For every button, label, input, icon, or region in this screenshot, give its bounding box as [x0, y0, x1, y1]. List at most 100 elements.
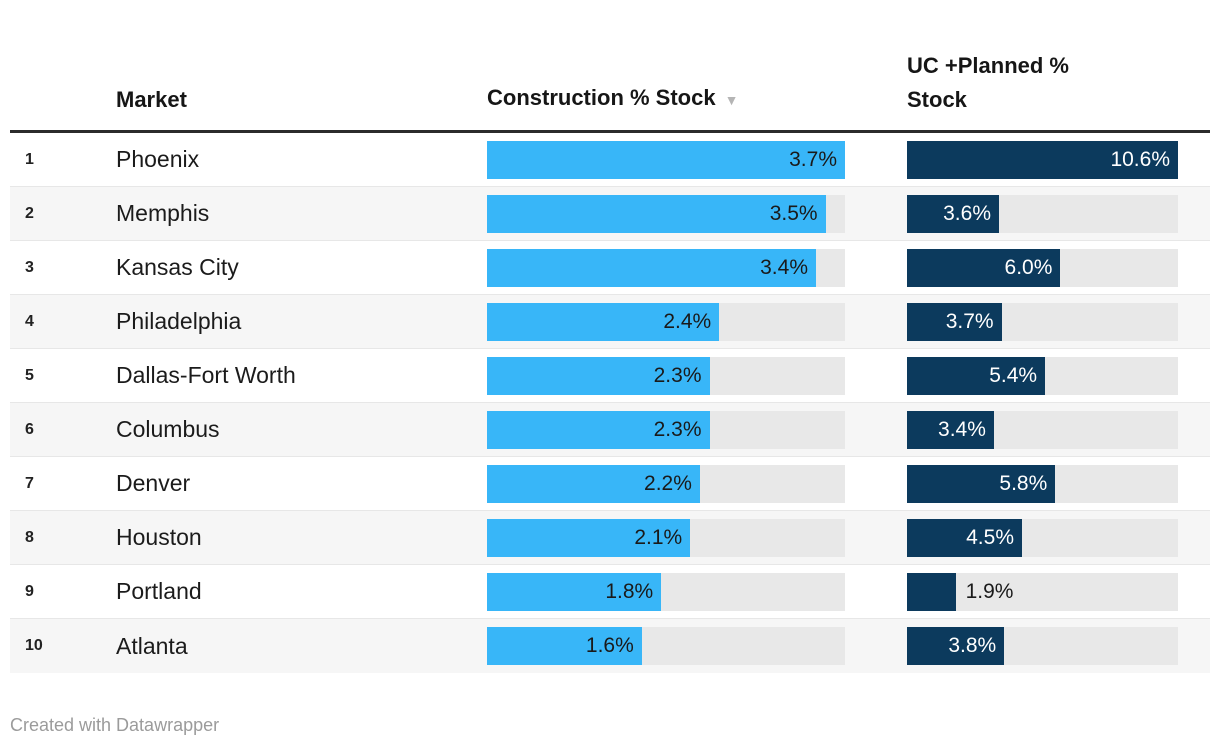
- construction-bar: 1.6%: [487, 627, 642, 665]
- construction-bar-cell: 1.8%: [487, 572, 907, 611]
- construction-bar-value-label: 1.8%: [605, 579, 654, 603]
- table-row: 2 Memphis 3.5% 3.6%: [10, 187, 1210, 241]
- construction-bar-value-label: 2.1%: [634, 525, 683, 549]
- uc-planned-bar: 3.4%: [907, 410, 994, 449]
- rank-cell: 2: [25, 204, 34, 222]
- uc-planned-bar-track: 3.4%: [907, 410, 1178, 449]
- uc-planned-bar: 3.6%: [907, 194, 999, 233]
- uc-planned-bar-track: 5.8%: [907, 464, 1178, 503]
- uc-planned-bar-value-label: 4.5%: [966, 525, 1014, 549]
- construction-bar-track: 2.3%: [487, 356, 845, 395]
- uc-planned-bar-track: 3.6%: [907, 194, 1178, 233]
- uc-planned-bar-track: 1.9%: [907, 572, 1178, 611]
- table-row: 9 Portland 1.8% 1.9%: [10, 565, 1210, 619]
- uc-planned-bar-value-label: 5.8%: [999, 471, 1048, 495]
- rank-cell: 10: [25, 637, 43, 654]
- rank-cell: 7: [25, 474, 34, 492]
- construction-bar-cell: 2.4%: [487, 302, 907, 341]
- table-row: 8 Houston 2.1% 4.5%: [10, 511, 1210, 565]
- rank-cell: 3: [25, 258, 34, 276]
- market-cell: Houston: [116, 524, 202, 550]
- uc-planned-bar-value-label: 1.9%: [965, 579, 1014, 603]
- uc-planned-bar-cell: 6.0%: [907, 248, 1210, 287]
- uc-planned-bar-cell: 4.5%: [907, 518, 1210, 557]
- construction-bar-cell: 2.2%: [487, 464, 907, 503]
- table-header: Market Construction % Stock ▼ UC +Planned…: [10, 0, 1210, 133]
- uc-planned-bar: [907, 572, 956, 611]
- construction-bar-value-label: 2.2%: [644, 471, 692, 495]
- construction-bar-cell: 3.4%: [487, 248, 907, 287]
- construction-bar-cell: 2.3%: [487, 356, 907, 395]
- uc-planned-bar-track: 10.6%: [907, 140, 1178, 179]
- construction-bar-cell: 3.5%: [487, 194, 907, 233]
- market-cell: Columbus: [116, 416, 220, 442]
- rank-cell: 4: [25, 312, 34, 330]
- construction-bar-value-label: 3.4%: [760, 255, 808, 279]
- uc-planned-bar-track: 4.5%: [907, 518, 1178, 557]
- construction-bar-value-label: 1.6%: [585, 634, 634, 657]
- table-row: 6 Columbus 2.3% 3.4%: [10, 403, 1210, 457]
- construction-bar-track: 3.4%: [487, 248, 845, 287]
- table-row: 4 Philadelphia 2.4% 3.7%: [10, 295, 1210, 349]
- construction-bar-cell: 2.3%: [487, 410, 907, 449]
- market-cell: Dallas-Fort Worth: [116, 362, 296, 388]
- uc-planned-bar: 5.8%: [907, 464, 1056, 503]
- construction-bar-cell: 1.6%: [487, 627, 907, 665]
- uc-planned-bar: 3.8%: [907, 627, 1005, 665]
- construction-bar: 2.1%: [487, 518, 691, 557]
- uc-planned-bar: 3.7%: [907, 302, 1002, 341]
- market-cell: Denver: [116, 470, 191, 496]
- table-row: 1 Phoenix 3.7% 10.6%: [10, 133, 1210, 187]
- construction-bar: 1.8%: [487, 572, 662, 611]
- construction-bar: 2.2%: [487, 464, 700, 503]
- uc-planned-bar-track: 3.8%: [907, 627, 1178, 665]
- construction-bar: 3.5%: [487, 194, 826, 233]
- construction-bar-value-label: 3.7%: [789, 147, 837, 171]
- uc-planned-bar-value-label: 10.6%: [1110, 147, 1170, 171]
- construction-bar-track: 2.3%: [487, 410, 845, 449]
- rank-cell: 8: [25, 528, 34, 546]
- market-cell: Memphis: [116, 200, 210, 226]
- construction-bar-track: 2.1%: [487, 518, 845, 557]
- market-cell: Kansas City: [116, 254, 239, 280]
- construction-bar-value-label: 2.3%: [653, 363, 702, 387]
- uc-planned-bar-cell: 3.6%: [907, 194, 1210, 233]
- construction-bar-track: 1.8%: [487, 572, 845, 611]
- uc-planned-bar-cell: 5.8%: [907, 464, 1210, 503]
- uc-planned-bar-value-label: 3.6%: [943, 201, 991, 225]
- construction-bar-track: 3.7%: [487, 140, 845, 179]
- uc-planned-bar-track: 3.7%: [907, 302, 1178, 341]
- rank-cell: 9: [25, 582, 34, 600]
- rank-cell: 6: [25, 420, 34, 438]
- construction-bar-value-label: 2.4%: [663, 309, 712, 333]
- construction-bar-track: 3.5%: [487, 194, 845, 233]
- uc-planned-bar: 10.6%: [907, 140, 1178, 179]
- uc-planned-bar-cell: 3.4%: [907, 410, 1210, 449]
- column-header-construction[interactable]: Construction % Stock ▼: [487, 81, 907, 117]
- uc-planned-bar-track: 5.4%: [907, 356, 1178, 395]
- column-header-market[interactable]: Market: [116, 87, 187, 112]
- uc-planned-bar: 4.5%: [907, 518, 1022, 557]
- uc-planned-bar-cell: 3.8%: [907, 627, 1210, 665]
- table-row: 7 Denver 2.2% 5.8%: [10, 457, 1210, 511]
- uc-planned-bar-track: 6.0%: [907, 248, 1178, 287]
- table-row: 5 Dallas-Fort Worth 2.3% 5.4%: [10, 349, 1210, 403]
- construction-bar: 3.7%: [487, 140, 845, 179]
- column-header-uc-planned[interactable]: UC +Planned % Stock: [907, 53, 1069, 112]
- market-cell: Atlanta: [116, 632, 188, 659]
- uc-planned-bar-cell: 10.6%: [907, 140, 1210, 179]
- uc-planned-bar: 5.4%: [907, 356, 1046, 395]
- construction-bar-track: 2.2%: [487, 464, 845, 503]
- uc-planned-bar-value-label: 3.8%: [948, 634, 997, 657]
- construction-bar-value-label: 3.5%: [769, 201, 818, 225]
- table-row: 3 Kansas City 3.4% 6.0%: [10, 241, 1210, 295]
- table-body: 1 Phoenix 3.7% 10.6% 2 Memphis 3.5% 3.6% 3 Kansas…: [10, 133, 1210, 673]
- uc-planned-bar-value-label: 5.4%: [989, 363, 1038, 387]
- construction-bar-cell: 3.7%: [487, 140, 907, 179]
- uc-planned-bar-value-label: 3.4%: [938, 417, 986, 441]
- uc-planned-bar-cell: 3.7%: [907, 302, 1210, 341]
- bar-table-chart: Market Construction % Stock ▼ UC +Planned…: [10, 0, 1210, 673]
- datawrapper-credit-link[interactable]: Created with Datawrapper: [10, 715, 220, 735]
- construction-bar-track: 2.4%: [487, 302, 845, 341]
- construction-bar: 3.4%: [487, 248, 816, 287]
